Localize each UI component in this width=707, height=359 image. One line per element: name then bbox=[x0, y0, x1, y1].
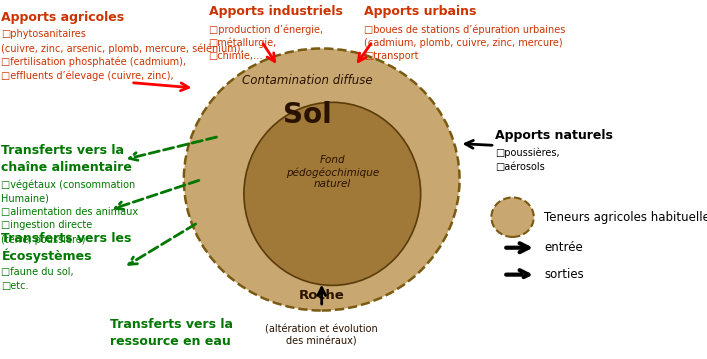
Text: Transferts vers la: Transferts vers la bbox=[1, 144, 124, 157]
Text: entrée: entrée bbox=[544, 241, 583, 254]
Text: □alimentation des animaux: □alimentation des animaux bbox=[1, 207, 139, 217]
Text: □production d’énergie,: □production d’énergie, bbox=[209, 24, 322, 34]
Text: Sol: Sol bbox=[284, 101, 332, 129]
Text: □etc.: □etc. bbox=[1, 281, 29, 291]
Text: □métallurgie,: □métallurgie, bbox=[209, 38, 277, 48]
Text: Roche: Roche bbox=[299, 289, 344, 302]
Text: chaîne alimentaire: chaîne alimentaire bbox=[1, 161, 132, 174]
Text: ressource en eau: ressource en eau bbox=[110, 335, 230, 348]
Text: Fond
pédogéochimique
naturel: Fond pédogéochimique naturel bbox=[286, 155, 379, 189]
Text: □fertilisation phosphatée (cadmium),: □fertilisation phosphatée (cadmium), bbox=[1, 57, 187, 67]
Text: Apports urbains: Apports urbains bbox=[364, 5, 477, 18]
Text: Teneurs agricoles habituelles: Teneurs agricoles habituelles bbox=[544, 211, 707, 224]
Text: □phytosanitaires: □phytosanitaires bbox=[1, 29, 86, 39]
Text: Transferts vers la: Transferts vers la bbox=[110, 318, 233, 331]
Text: Apports agricoles: Apports agricoles bbox=[1, 11, 124, 24]
Ellipse shape bbox=[184, 48, 460, 311]
Text: □végétaux (consommation: □végétaux (consommation bbox=[1, 180, 136, 190]
Text: Contamination diffuse: Contamination diffuse bbox=[243, 74, 373, 87]
Ellipse shape bbox=[491, 197, 534, 237]
Text: □aérosols: □aérosols bbox=[495, 162, 544, 172]
Text: sorties: sorties bbox=[544, 268, 584, 281]
Ellipse shape bbox=[244, 102, 421, 285]
Text: Humaine): Humaine) bbox=[1, 193, 49, 203]
Text: □chimie,…: □chimie,… bbox=[209, 51, 263, 61]
Text: □effluents d’élevage (cuivre, zinc),: □effluents d’élevage (cuivre, zinc), bbox=[1, 70, 174, 81]
Text: □transport: □transport bbox=[364, 51, 419, 61]
Text: □boues de stations d’épuration urbaines: □boues de stations d’épuration urbaines bbox=[364, 24, 566, 34]
Text: (terre, poussière): (terre, poussière) bbox=[1, 234, 86, 244]
Text: □ingestion directe: □ingestion directe bbox=[1, 220, 93, 230]
Text: □poussières,: □poussières, bbox=[495, 148, 559, 158]
Text: (altération et évolution
des minéraux): (altération et évolution des minéraux) bbox=[265, 325, 378, 346]
Text: Apports naturels: Apports naturels bbox=[495, 129, 613, 142]
Text: Apports industriels: Apports industriels bbox=[209, 5, 342, 18]
Text: Transferts vers les: Transferts vers les bbox=[1, 232, 132, 244]
Text: (cadmium, plomb, cuivre, zinc, mercure): (cadmium, plomb, cuivre, zinc, mercure) bbox=[364, 38, 563, 48]
Text: (cuivre, zinc, arsenic, plomb, mercure, sélénium),: (cuivre, zinc, arsenic, plomb, mercure, … bbox=[1, 43, 244, 53]
Text: Écosystèmes: Écosystèmes bbox=[1, 249, 92, 263]
Text: □faune du sol,: □faune du sol, bbox=[1, 267, 74, 278]
